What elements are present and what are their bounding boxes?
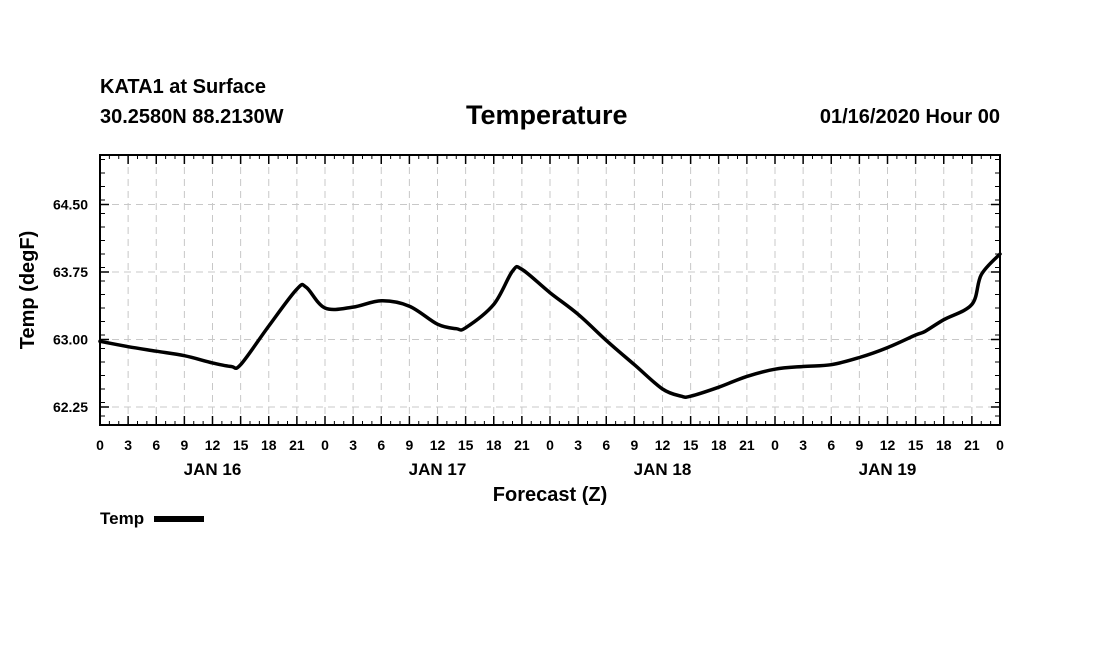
x-tick-label: 0 xyxy=(996,437,1004,453)
x-tick-label: 0 xyxy=(546,437,554,453)
x-tick-label: 9 xyxy=(855,437,863,453)
x-tick-label: 6 xyxy=(602,437,610,453)
chart-title: Temperature xyxy=(466,100,628,130)
x-tick-label: 0 xyxy=(321,437,329,453)
y-tick-label: 63.75 xyxy=(53,264,88,280)
y-tick-label: 62.25 xyxy=(53,399,88,415)
y-tick-label: 63.00 xyxy=(53,332,88,348)
x-tick-label: 21 xyxy=(964,437,980,453)
x-tick-label: 18 xyxy=(936,437,952,453)
coordinates-label: 30.2580N 88.2130W xyxy=(100,106,284,128)
y-axis-label: Temp (degF) xyxy=(17,231,39,350)
x-tick-label: 15 xyxy=(683,437,699,453)
x-tick-label: 9 xyxy=(630,437,638,453)
station-label: KATA1 at Surface xyxy=(100,76,266,98)
x-tick-label: 6 xyxy=(377,437,385,453)
x-tick-label: 3 xyxy=(574,437,582,453)
x-axis-label: Forecast (Z) xyxy=(493,484,607,506)
x-tick-label: 15 xyxy=(458,437,474,453)
y-tick-label: 64.50 xyxy=(53,197,88,213)
x-tick-label: 18 xyxy=(711,437,727,453)
day-label: JAN 16 xyxy=(184,460,242,479)
x-tick-label: 12 xyxy=(430,437,446,453)
series-line-temp xyxy=(98,252,1002,399)
x-tick-label: 9 xyxy=(405,437,413,453)
x-tick-label: 15 xyxy=(908,437,924,453)
day-label: JAN 17 xyxy=(409,460,467,479)
run-time-label: 01/16/2020 Hour 00 xyxy=(819,106,1000,128)
x-tick-label: 15 xyxy=(233,437,249,453)
plot-frame xyxy=(99,154,1001,426)
series-layer xyxy=(98,252,1002,399)
x-tick-label: 0 xyxy=(771,437,779,453)
day-labels: JAN 16 JAN 17 JAN 18 JAN 19 xyxy=(184,460,917,479)
x-tick-label: 21 xyxy=(289,437,305,453)
x-tick-label: 3 xyxy=(349,437,357,453)
x-tick-label: 21 xyxy=(514,437,530,453)
y-axis-ticks: 62.25 63.00 63.75 64.50 xyxy=(53,159,1000,417)
x-tick-label: 12 xyxy=(655,437,671,453)
x-tick-label: 12 xyxy=(205,437,221,453)
legend-line-swatch xyxy=(154,516,205,522)
legend: Temp xyxy=(100,509,205,529)
x-tick-label: 18 xyxy=(486,437,502,453)
x-tick-label: 9 xyxy=(180,437,188,453)
x-tick-label: 6 xyxy=(152,437,160,453)
x-tick-label: 0 xyxy=(96,437,104,453)
x-tick-label: 12 xyxy=(880,437,896,453)
grid-lines xyxy=(100,155,1000,425)
day-label: JAN 18 xyxy=(634,460,692,479)
x-tick-label: 6 xyxy=(827,437,835,453)
legend-label: Temp xyxy=(100,509,145,528)
x-tick-label: 18 xyxy=(261,437,277,453)
x-tick-label: 3 xyxy=(124,437,132,453)
x-tick-label: 3 xyxy=(799,437,807,453)
x-tick-label: 21 xyxy=(739,437,755,453)
day-label: JAN 19 xyxy=(859,460,917,479)
